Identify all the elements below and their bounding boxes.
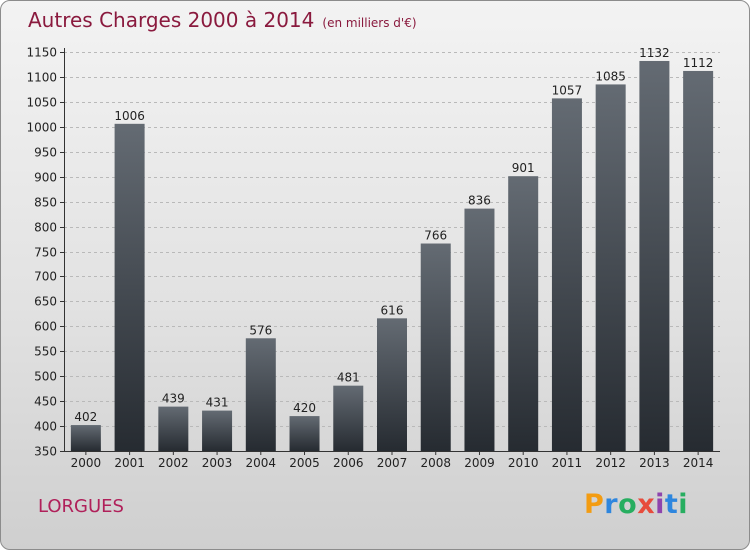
data-label: 901 <box>512 161 535 175</box>
y-tick-label: 500 <box>34 370 57 384</box>
data-label: 439 <box>162 392 185 406</box>
x-tick-label: 2001 <box>114 456 145 470</box>
bar <box>551 98 582 451</box>
chart-title: Autres Charges 2000 à 2014 <box>28 8 315 32</box>
bar <box>158 406 189 451</box>
y-tick-label: 1000 <box>26 121 57 135</box>
y-tick-label: 700 <box>34 270 57 284</box>
y-tick-label: 750 <box>34 246 57 260</box>
chart-title-block: Autres Charges 2000 à 2014 (en milliers d… <box>28 8 417 32</box>
data-label: 616 <box>381 303 404 317</box>
brand-letter: o <box>618 489 638 520</box>
brand-letter: P <box>584 489 605 520</box>
data-label: 431 <box>206 396 229 410</box>
x-tick-label: 2008 <box>420 456 451 470</box>
bar <box>377 318 407 451</box>
y-tick-label: 600 <box>34 320 57 334</box>
data-label: 576 <box>249 323 272 337</box>
data-labels: 402 1006 439 431 576 420 481 616 766 836 901 1057 10… <box>74 46 713 424</box>
bar <box>508 176 539 451</box>
x-tick-label: 2002 <box>158 456 189 470</box>
brand-letter: t <box>664 489 679 520</box>
x-tick-label: 2013 <box>639 456 670 470</box>
x-tick-label: 2011 <box>552 456 583 470</box>
bar <box>202 410 233 451</box>
data-label: 420 <box>293 401 316 415</box>
bar <box>683 70 714 451</box>
data-label: 1132 <box>639 46 670 60</box>
bar <box>639 60 670 451</box>
y-tick-label: 450 <box>34 395 57 409</box>
data-label: 1085 <box>595 69 626 83</box>
y-tick-label: 400 <box>34 420 57 434</box>
data-label: 1006 <box>114 109 145 123</box>
bar <box>464 208 495 451</box>
y-tick-label: 900 <box>34 171 57 185</box>
y-tick-label: 800 <box>34 221 57 235</box>
x-tick-label: 2000 <box>71 456 102 470</box>
x-tick-label: 2003 <box>202 456 233 470</box>
place-name: LORGUES <box>38 496 124 517</box>
y-tick-label: 650 <box>34 295 57 309</box>
y-tick-label: 350 <box>34 445 57 459</box>
bars <box>70 60 714 451</box>
x-tick-label: 2004 <box>246 456 277 470</box>
brand-letter: r <box>604 489 619 520</box>
brand-letter: x <box>637 489 656 520</box>
data-label: 402 <box>74 410 97 424</box>
x-tick-label: 2014 <box>683 456 714 470</box>
data-label: 1057 <box>552 83 583 97</box>
y-tick-label: 550 <box>34 345 57 359</box>
x-tick-label: 2009 <box>464 456 495 470</box>
data-label: 1112 <box>683 56 714 70</box>
data-label: 481 <box>337 371 360 385</box>
x-tick-label: 2010 <box>508 456 539 470</box>
bar <box>289 416 320 451</box>
x-tick-label: 2007 <box>377 456 408 470</box>
x-tick-label: 2005 <box>289 456 320 470</box>
y-tick-label: 1100 <box>26 71 57 85</box>
bar <box>420 243 451 451</box>
axes: 350 400 450 500 550 600 650 700 750 800 850 900 950 1… <box>26 46 720 470</box>
bar <box>70 425 101 451</box>
x-tick-label: 2012 <box>595 456 626 470</box>
y-tick-label: 1050 <box>26 96 57 110</box>
brand-letter: i <box>678 489 689 520</box>
bar <box>114 123 145 451</box>
brand-logo: Proxiti <box>584 489 688 520</box>
bar <box>595 84 626 451</box>
x-tick-label: 2006 <box>333 456 364 470</box>
brand-letter: i <box>655 489 665 520</box>
bar <box>333 385 364 451</box>
data-label: 836 <box>468 194 491 208</box>
chart-subtitle: (en milliers d'€) <box>322 16 417 30</box>
data-label: 766 <box>424 229 447 243</box>
y-tick-label: 1150 <box>26 46 57 60</box>
bar <box>245 338 276 451</box>
y-tick-label: 950 <box>34 146 57 160</box>
y-tick-label: 850 <box>34 196 57 210</box>
